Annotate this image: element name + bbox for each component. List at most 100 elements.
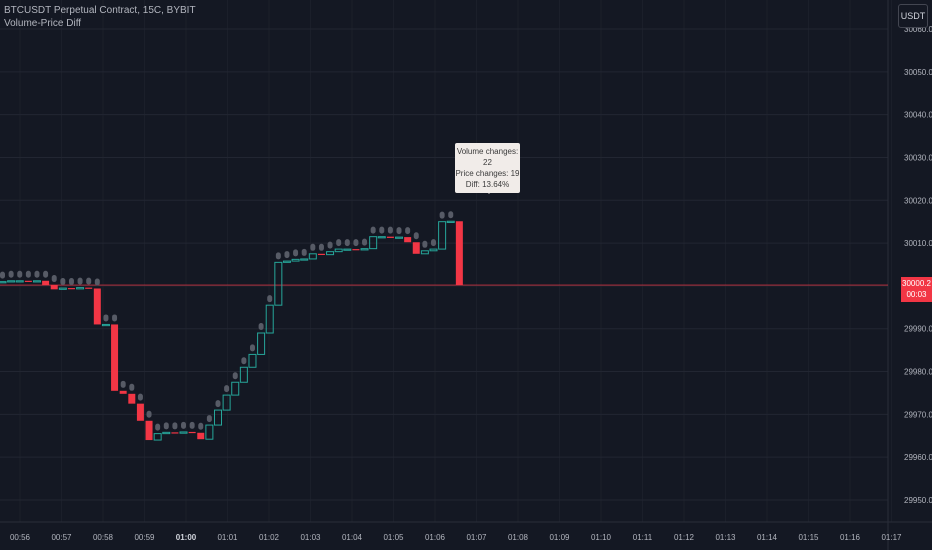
- signal-marker: [172, 422, 178, 430]
- candle-up: [32, 280, 41, 283]
- x-tick-label: 00:59: [134, 533, 155, 542]
- candle-down: [111, 324, 119, 391]
- signal-marker: [431, 239, 436, 247]
- candle-up: [429, 248, 438, 252]
- signal-marker: [439, 211, 445, 219]
- signal-marker: [232, 372, 238, 380]
- candle-up: [58, 287, 67, 290]
- tooltip-diff: Diff: 13.64%: [465, 180, 510, 189]
- signal-marker: [34, 270, 40, 278]
- signal-marker: [68, 278, 74, 286]
- signal-marker: [129, 383, 135, 391]
- signal-marker: [362, 238, 368, 246]
- candle-down: [145, 420, 153, 441]
- signal-marker: [77, 277, 83, 285]
- candle-up: [343, 248, 352, 251]
- candle-up: [7, 280, 16, 283]
- candle-down: [85, 287, 93, 289]
- y-tick-label: 30050.0: [904, 68, 932, 77]
- candle-up: [101, 323, 110, 327]
- signal-marker: [318, 243, 324, 251]
- x-tick-label: 01:17: [881, 533, 902, 542]
- candle-down: [171, 432, 179, 434]
- signal-marker: [198, 422, 204, 430]
- signal-marker: [267, 295, 273, 303]
- indicator-title[interactable]: Volume-Price Diff: [4, 18, 82, 29]
- y-tick-label: 30030.0: [904, 153, 932, 162]
- signal-marker: [25, 270, 31, 278]
- signal-markers: [0, 211, 454, 431]
- candle-up: [300, 258, 309, 261]
- x-axis-labels: 00:56 00:57 00:58 00:59 01:00 01:01 01:02 01:03…: [10, 533, 902, 542]
- candle-up: [326, 251, 335, 256]
- signal-marker: [293, 249, 299, 257]
- x-tick-label: 01:01: [217, 533, 238, 542]
- candle-down: [412, 242, 420, 254]
- candle-down: [386, 236, 394, 238]
- signal-marker: [405, 227, 411, 235]
- signal-marker: [94, 278, 100, 286]
- candle-up: [231, 381, 240, 396]
- candle-down: [188, 431, 196, 434]
- signal-marker: [370, 226, 376, 234]
- signal-marker: [60, 278, 66, 286]
- candle-up: [76, 287, 85, 290]
- x-tick-label: 01:05: [383, 533, 404, 542]
- chart-legend: BTCUSDT Perpetual Contract, 15C, BYBIT V…: [4, 4, 196, 30]
- candle-up: [257, 332, 266, 355]
- signal-marker: [422, 240, 428, 248]
- candle-up: [308, 253, 317, 260]
- y-tick-label: 30020.0: [904, 196, 932, 205]
- candle-up: [360, 248, 369, 251]
- candle-up: [0, 281, 7, 284]
- candle-up: [377, 236, 386, 239]
- y-tick-label: 29970.0: [904, 410, 932, 419]
- x-tick-label: 01:15: [798, 533, 819, 542]
- candle-up: [274, 261, 283, 306]
- candle-down: [455, 221, 463, 286]
- x-tick-label: 01:08: [508, 533, 529, 542]
- x-tick-label: 00:58: [93, 533, 114, 542]
- x-tick-label: 01:00: [176, 533, 197, 542]
- signal-marker: [258, 323, 264, 331]
- candle-up: [282, 260, 291, 263]
- signal-marker: [206, 415, 212, 423]
- y-tick-label: 29950.0: [904, 496, 932, 505]
- signal-marker: [413, 232, 419, 240]
- signal-marker: [241, 357, 247, 365]
- x-tick-label: 00:56: [10, 533, 31, 542]
- x-tick-label: 01:06: [425, 533, 446, 542]
- signal-marker: [379, 226, 385, 234]
- y-tick-label: 30060.0: [904, 25, 932, 34]
- candle-up: [248, 353, 257, 368]
- y-tick-label: 29960.0: [904, 453, 932, 462]
- x-tick-label: 00:57: [51, 533, 72, 542]
- signal-marker: [387, 226, 393, 234]
- candle-up: [15, 280, 24, 283]
- x-tick-label: 01:10: [591, 533, 612, 542]
- signal-marker: [0, 271, 5, 279]
- signal-marker: [155, 423, 161, 431]
- signal-marker: [336, 239, 342, 247]
- diff-tooltip: Volume changes: 22 Price changes: 19 Dif…: [455, 143, 520, 193]
- candle-down: [317, 253, 325, 255]
- candle-up: [291, 258, 300, 262]
- symbol-title[interactable]: BTCUSDT Perpetual Contract, 15C, BYBIT: [4, 5, 196, 16]
- candle-down: [42, 280, 50, 286]
- x-tick-label: 01:16: [840, 533, 861, 542]
- x-tick-label: 01:03: [300, 533, 321, 542]
- candle-up: [179, 431, 188, 434]
- signal-marker: [310, 243, 316, 251]
- signal-marker: [249, 344, 255, 352]
- signal-marker: [43, 270, 49, 278]
- candle-down: [197, 432, 205, 440]
- currency-button[interactable]: USDT: [898, 4, 928, 28]
- candle-countdown: 00:03: [906, 290, 927, 299]
- candle-down: [93, 288, 101, 325]
- tooltip-price-changes: Price changes: 19: [455, 169, 520, 178]
- signal-marker: [120, 380, 126, 388]
- tooltip-arrow: [484, 188, 494, 194]
- candles: [0, 220, 463, 441]
